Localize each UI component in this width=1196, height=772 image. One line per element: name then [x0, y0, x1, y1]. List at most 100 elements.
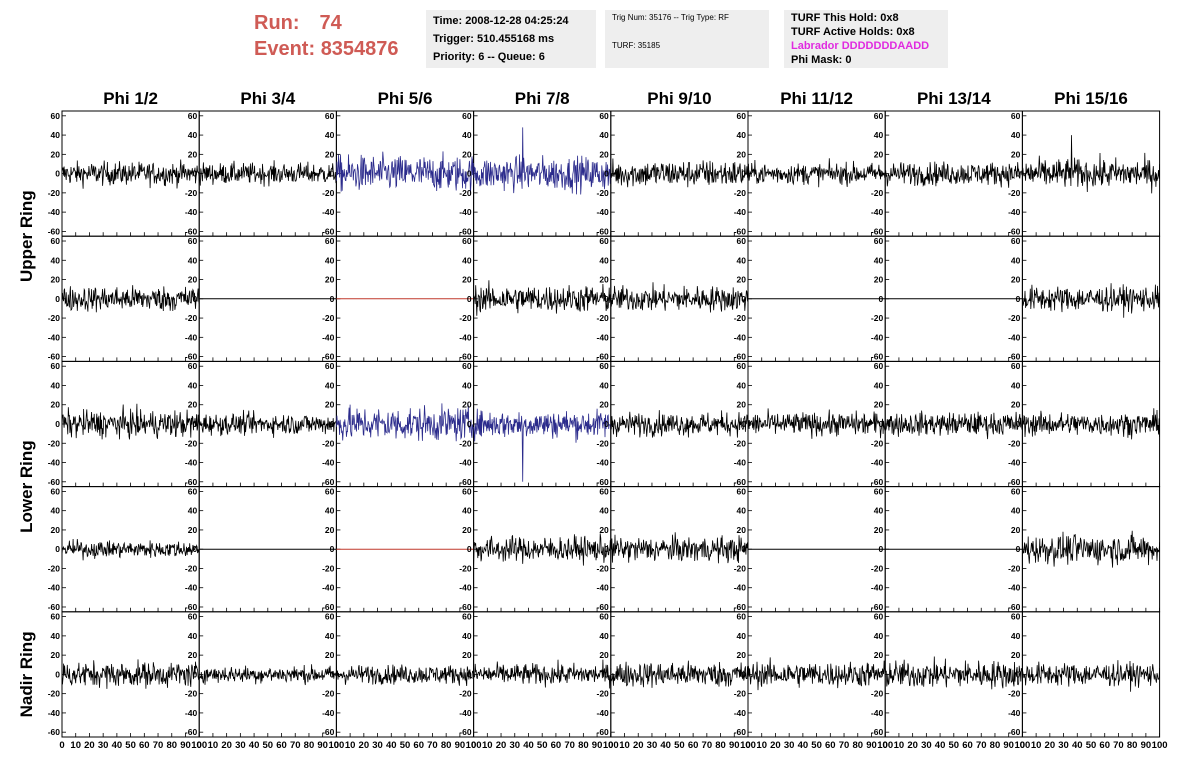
- y-tick-label: 60: [874, 361, 884, 371]
- y-tick-label: 0: [1016, 669, 1021, 679]
- y-tick-label: -40: [597, 332, 610, 342]
- event-label: Event:: [254, 38, 316, 60]
- y-tick-label: 40: [874, 380, 884, 390]
- y-tick-label: 20: [737, 650, 747, 660]
- run-event-header: Run: 74 Event: 8354876: [254, 10, 399, 62]
- waveform-trace: [884, 410, 1023, 440]
- y-tick-label: -40: [871, 583, 884, 593]
- y-tick-label: -40: [48, 458, 61, 468]
- y-tick-label: 20: [188, 275, 198, 285]
- y-tick-label: -20: [48, 188, 61, 198]
- y-tick-label: -20: [322, 438, 335, 448]
- y-tick-label: -60: [1008, 727, 1021, 737]
- y-tick-label: 20: [188, 149, 198, 159]
- y-tick-label: -20: [734, 313, 747, 323]
- waveform-trace: [747, 158, 886, 188]
- x-tick-label: 90: [1141, 740, 1152, 751]
- x-tick-label: 60: [1099, 740, 1110, 751]
- y-tick-label: 40: [1011, 506, 1021, 516]
- y-tick-label: 40: [599, 255, 609, 265]
- y-tick-label: 40: [325, 130, 335, 140]
- y-tick-label: 0: [330, 669, 335, 679]
- x-tick-label: 20: [907, 740, 918, 751]
- x-tick-label: 30: [235, 740, 246, 751]
- trigger-text: Trigger: 510.455168 ms: [433, 33, 555, 45]
- y-tick-label: -60: [322, 477, 335, 487]
- y-tick-label: -40: [185, 458, 198, 468]
- y-tick-label: 40: [874, 631, 884, 641]
- y-tick-label: 60: [51, 111, 61, 121]
- priority-text: Priority: 6 -- Queue: 6: [433, 51, 545, 63]
- run-value: 74: [319, 12, 342, 34]
- x-tick-label: 10: [894, 740, 905, 751]
- y-tick-label: -20: [185, 313, 198, 323]
- y-tick-label: -20: [459, 563, 472, 573]
- y-tick-label: 20: [462, 525, 472, 535]
- y-tick-label: 40: [325, 380, 335, 390]
- x-tick-label: 90: [592, 740, 603, 751]
- column-title: Phi 7/8: [515, 89, 570, 108]
- y-tick-label: -60: [734, 727, 747, 737]
- y-tick-label: 40: [462, 255, 472, 265]
- y-tick-label: 40: [737, 380, 747, 390]
- x-tick-label: 70: [290, 740, 301, 751]
- y-tick-label: -20: [48, 313, 61, 323]
- x-tick-label: 60: [139, 740, 150, 751]
- y-tick-label: 60: [599, 361, 609, 371]
- y-tick-label: 40: [874, 506, 884, 516]
- x-tick-label: 60: [825, 740, 836, 751]
- y-tick-label: 40: [51, 255, 61, 265]
- x-tick-label: 30: [1058, 740, 1069, 751]
- y-tick-label: -40: [871, 458, 884, 468]
- y-tick-label: 20: [188, 525, 198, 535]
- y-tick-label: -60: [48, 477, 61, 487]
- y-tick-label: 20: [1011, 275, 1021, 285]
- y-tick-label: -60: [48, 352, 61, 362]
- y-tick-label: -40: [459, 708, 472, 718]
- x-tick-label: 40: [112, 740, 123, 751]
- x-tick-label: 60: [688, 740, 699, 751]
- x-tick-label: 100: [1152, 740, 1168, 751]
- y-tick-label: -40: [1008, 458, 1021, 468]
- y-tick-label: 60: [462, 361, 472, 371]
- y-tick-label: 40: [874, 255, 884, 265]
- x-tick-label: 40: [249, 740, 260, 751]
- y-tick-label: 60: [599, 111, 609, 121]
- x-tick-label: 20: [496, 740, 507, 751]
- y-tick-label: 40: [462, 506, 472, 516]
- waveform-trace: [61, 403, 200, 440]
- y-tick-label: -20: [322, 563, 335, 573]
- y-tick-label: -20: [459, 438, 472, 448]
- y-tick-label: -60: [871, 727, 884, 737]
- y-tick-label: -60: [459, 352, 472, 362]
- y-tick-label: 40: [599, 631, 609, 641]
- x-tick-label: 90: [1003, 740, 1014, 751]
- y-tick-label: 60: [325, 361, 335, 371]
- x-tick-label: 80: [304, 740, 315, 751]
- x-tick-label: 50: [263, 740, 274, 751]
- waveform-trace: [884, 161, 1023, 188]
- y-tick-label: -20: [459, 689, 472, 699]
- y-tick-label: -40: [1008, 708, 1021, 718]
- y-tick-label: -60: [459, 727, 472, 737]
- y-tick-label: 40: [737, 255, 747, 265]
- y-tick-label: -60: [871, 352, 884, 362]
- y-tick-label: 20: [599, 149, 609, 159]
- waveform-trace: [610, 410, 749, 438]
- x-tick-label: 70: [153, 740, 164, 751]
- waveform-trace: [610, 282, 749, 313]
- x-tick-label: 10: [619, 740, 630, 751]
- y-tick-label: 0: [604, 669, 609, 679]
- y-tick-label: 60: [737, 486, 747, 496]
- y-tick-label: 40: [51, 130, 61, 140]
- y-tick-label: -20: [734, 563, 747, 573]
- y-tick-label: -40: [871, 207, 884, 217]
- y-tick-label: -40: [734, 207, 747, 217]
- column-title: Phi 13/14: [917, 89, 991, 108]
- y-tick-label: -40: [1008, 583, 1021, 593]
- y-tick-label: -60: [597, 477, 610, 487]
- x-tick-label: 50: [400, 740, 411, 751]
- x-tick-label: 100: [877, 740, 893, 751]
- y-tick-label: 60: [599, 612, 609, 622]
